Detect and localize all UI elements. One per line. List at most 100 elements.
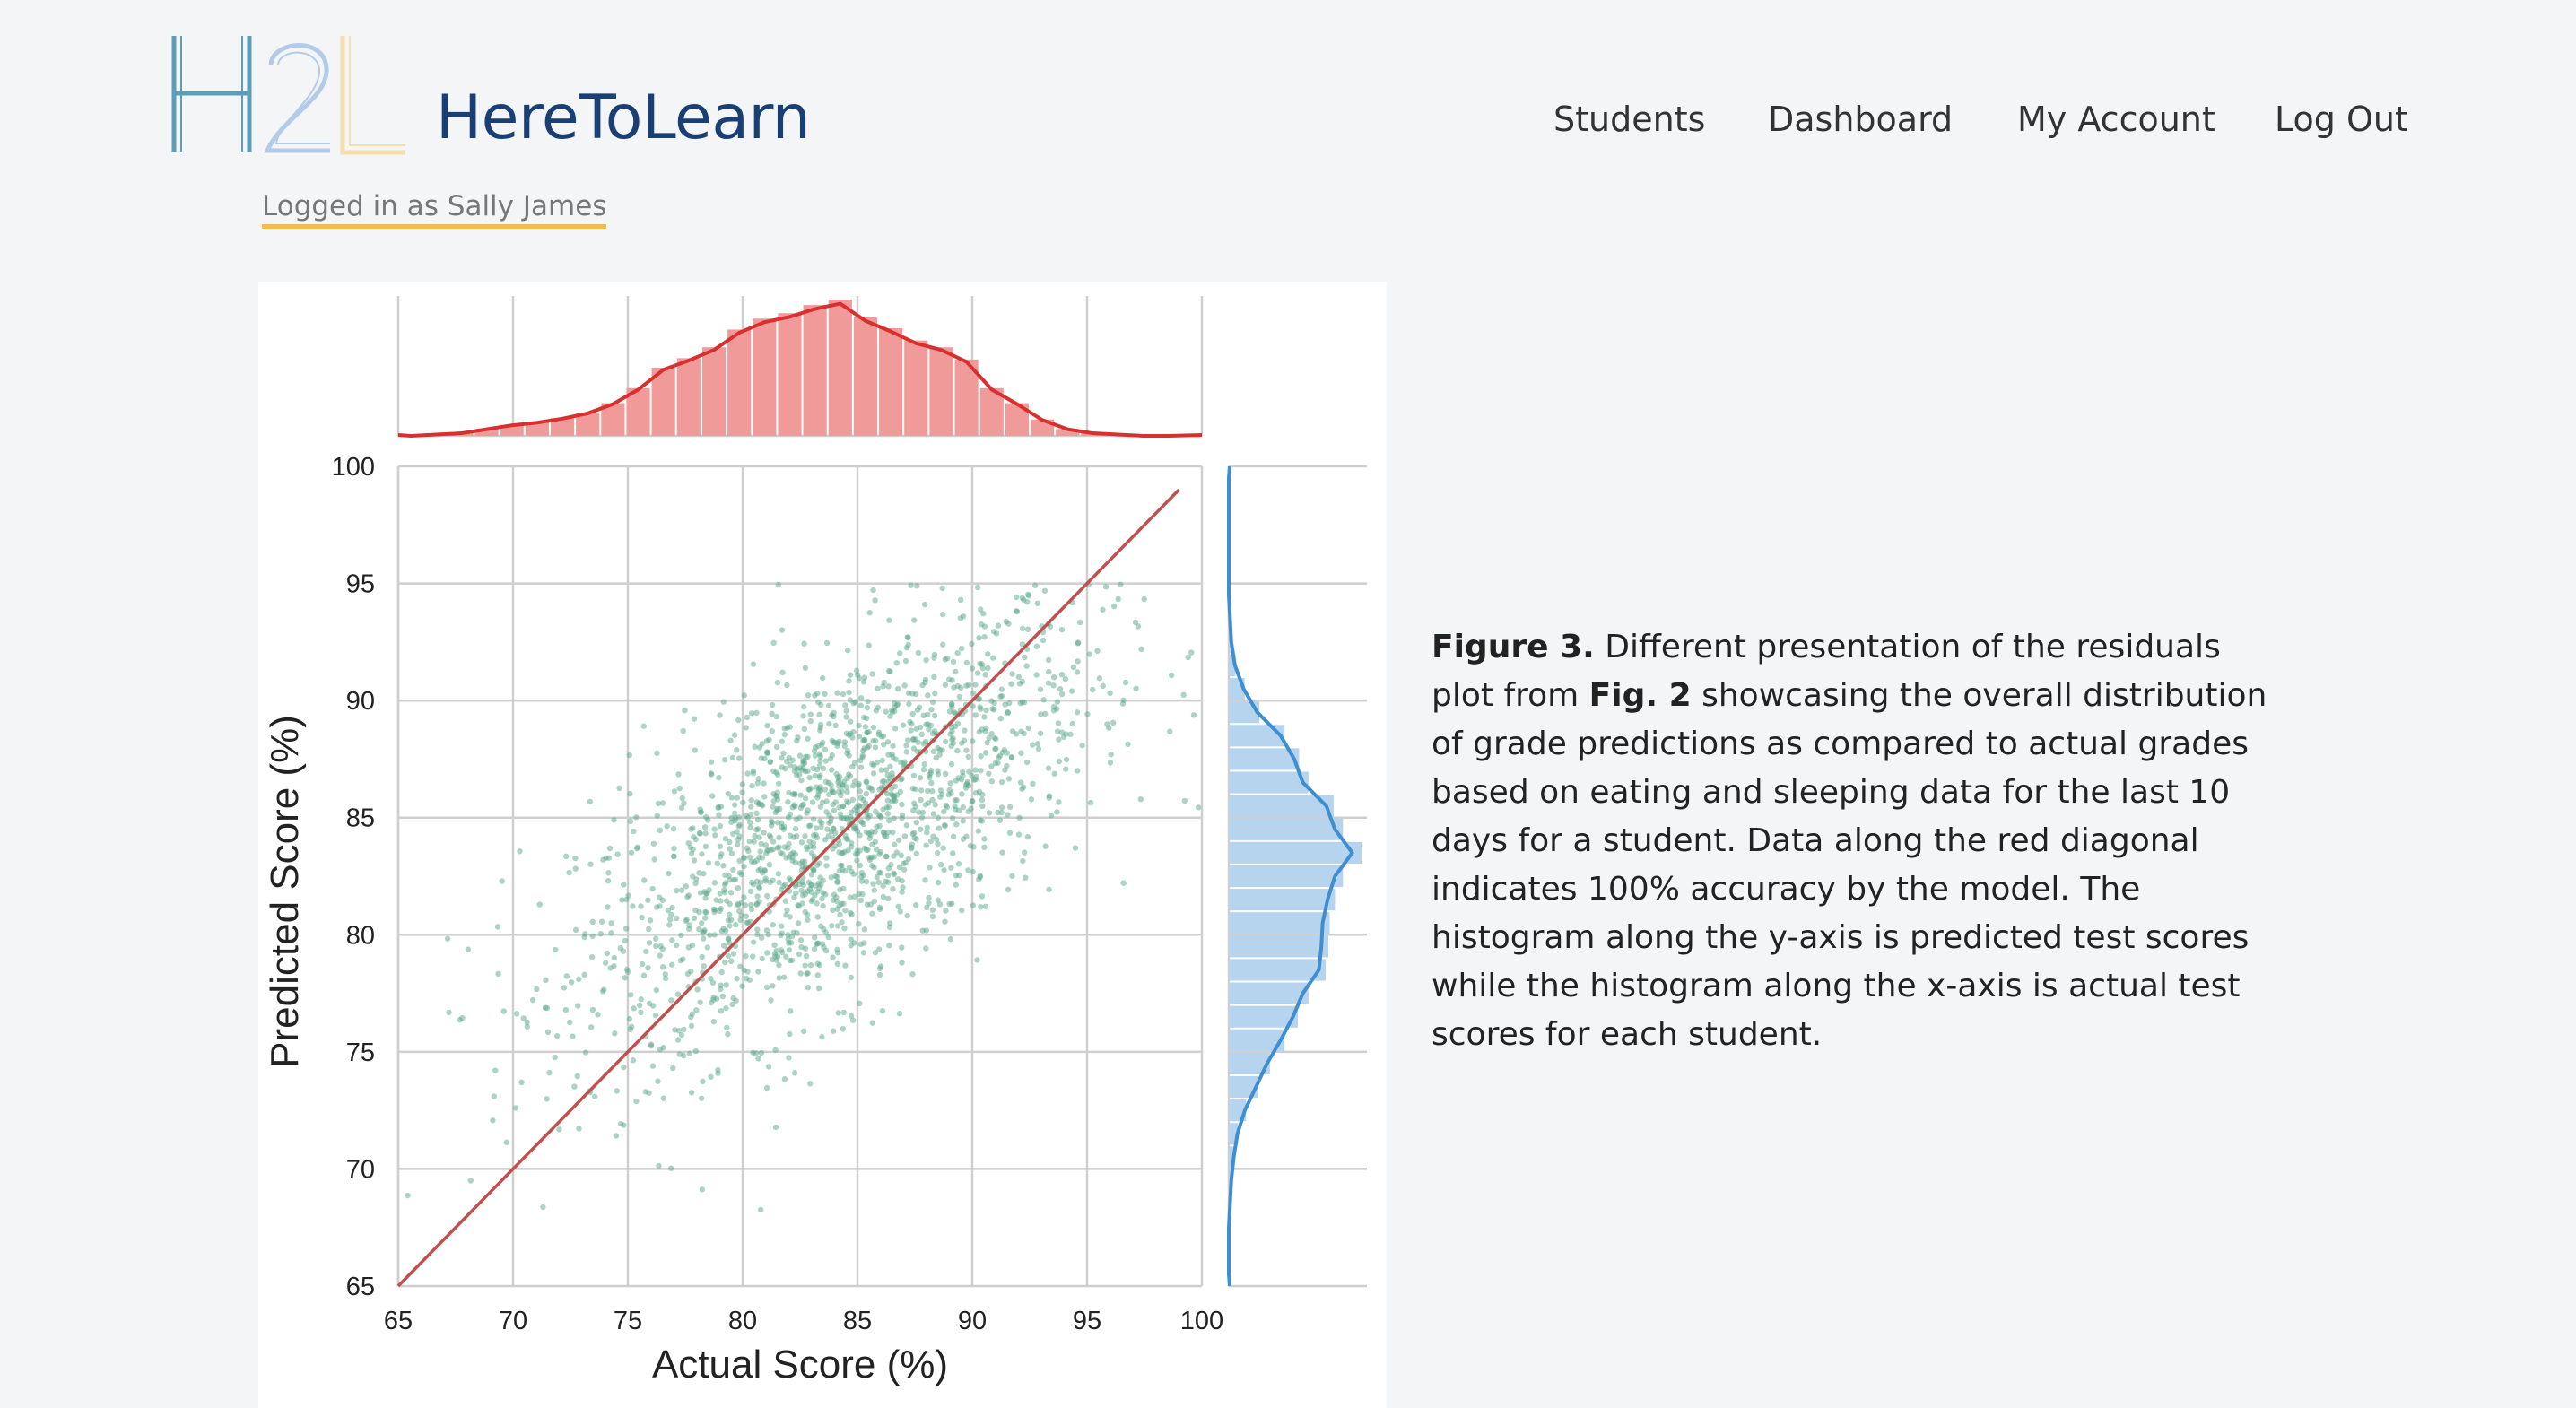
- scatter-point: [652, 1012, 659, 1019]
- scatter-point: [779, 738, 786, 744]
- scatter-point: [850, 700, 857, 707]
- scatter-point: [754, 931, 761, 938]
- scatter-point: [775, 871, 782, 877]
- scatter-point: [917, 774, 924, 781]
- scatter-point: [643, 948, 649, 955]
- scatter-point: [807, 1081, 814, 1087]
- right-hist-bar: [1229, 889, 1336, 911]
- scatter-point: [981, 714, 988, 720]
- scatter-point: [884, 879, 892, 885]
- logged-in-status[interactable]: Logged in as Sally James: [262, 190, 607, 229]
- scatter-point: [654, 750, 660, 757]
- scatter-point: [937, 794, 944, 800]
- top-hist-bar: [828, 300, 852, 436]
- scatter-point: [978, 621, 985, 628]
- scatter-point: [872, 744, 879, 751]
- scatter-point: [770, 983, 776, 989]
- scatter-point: [603, 855, 609, 861]
- scatter-point: [988, 730, 995, 737]
- scatter-point: [948, 865, 954, 871]
- scatter-point: [912, 901, 919, 908]
- scatter-point: [811, 867, 817, 873]
- scatter-point: [1017, 779, 1024, 786]
- scatter-point: [761, 794, 768, 800]
- scatter-point: [692, 907, 699, 914]
- scatter-point: [940, 845, 946, 851]
- scatter-point: [755, 1056, 761, 1062]
- scatter-point: [969, 640, 975, 648]
- scatter-point: [770, 839, 777, 845]
- scatter-point: [747, 819, 753, 826]
- scatter-point: [754, 926, 761, 933]
- scatter-point: [806, 838, 813, 845]
- scatter-point: [678, 887, 685, 893]
- scatter-point: [736, 869, 744, 876]
- nav-students[interactable]: Students: [1553, 100, 1706, 139]
- scatter-point: [817, 818, 823, 824]
- scatter-point: [883, 804, 890, 811]
- scatter-point: [814, 940, 821, 947]
- nav-log-out[interactable]: Log Out: [2275, 100, 2408, 139]
- brand-name[interactable]: HereToLearn: [436, 83, 811, 153]
- scatter-point: [883, 853, 890, 860]
- top-hist-bar: [727, 329, 752, 436]
- scatter-point: [561, 985, 568, 991]
- scatter-point: [730, 951, 737, 957]
- scatter-point: [802, 665, 809, 671]
- scatter-point: [1050, 674, 1057, 681]
- scatter-point: [899, 878, 905, 884]
- scatter-point: [889, 707, 895, 714]
- scatter-point: [918, 826, 924, 832]
- scatter-point: [628, 992, 634, 998]
- scatter-point: [856, 782, 862, 789]
- scatter-point: [757, 1206, 764, 1213]
- scatter-point: [589, 954, 596, 960]
- scatter-point: [978, 753, 984, 760]
- scatter-point: [766, 736, 772, 743]
- scatter-point: [1034, 600, 1040, 606]
- scatter-point: [729, 1001, 735, 1008]
- scatter-point: [909, 844, 915, 850]
- scatter-point: [675, 771, 682, 778]
- scatter-point: [1106, 725, 1112, 731]
- scatter-point: [815, 985, 822, 992]
- scatter-point: [720, 943, 727, 949]
- y-tick-label: 65: [346, 1273, 375, 1301]
- scatter-point: [744, 714, 751, 721]
- scatter-point: [814, 900, 820, 907]
- scatter-point: [946, 787, 953, 794]
- scatter-point: [858, 869, 865, 876]
- scatter-point: [513, 1011, 520, 1017]
- scatter-point: [1125, 741, 1131, 748]
- scatter-point: [722, 959, 728, 966]
- scatter-point: [761, 780, 767, 787]
- scatter-point: [520, 1015, 527, 1021]
- scatter-point: [817, 752, 823, 760]
- scatter-point: [831, 807, 838, 813]
- h2l-logo-mark[interactable]: [167, 29, 411, 159]
- scatter-point: [862, 724, 869, 730]
- scatter-point: [892, 797, 899, 804]
- nav-my-account[interactable]: My Account: [2017, 100, 2215, 139]
- scatter-point: [642, 1089, 648, 1095]
- scatter-point: [792, 859, 799, 865]
- scatter-point: [1016, 814, 1023, 821]
- x-tick-label: 90: [958, 1307, 987, 1335]
- nav-dashboard[interactable]: Dashboard: [1768, 100, 1954, 139]
- scatter-point: [1041, 587, 1049, 594]
- scatter-point: [923, 945, 929, 952]
- scatter-point: [828, 874, 834, 881]
- scatter-point: [1035, 745, 1042, 752]
- scatter-point: [917, 724, 924, 731]
- scatter-point: [960, 818, 966, 824]
- scatter-point: [802, 769, 809, 775]
- scatter-point: [855, 808, 861, 814]
- scatter-point: [844, 647, 851, 654]
- top-hist-bar: [753, 318, 777, 436]
- scatter-point: [630, 1057, 637, 1064]
- scatter-point: [1045, 656, 1052, 664]
- scatter-point: [702, 915, 709, 921]
- scatter-point: [940, 641, 946, 648]
- scatter-point: [998, 809, 1005, 816]
- scatter-point: [1107, 760, 1114, 766]
